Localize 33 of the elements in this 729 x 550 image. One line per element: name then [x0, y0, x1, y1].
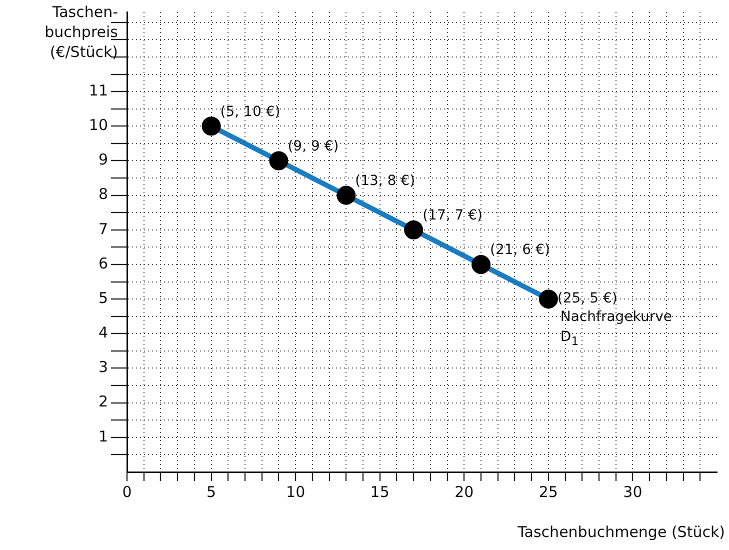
point — [472, 254, 490, 274]
point — [269, 151, 288, 170]
x-axis-title: Taschenbuchmenge (Stück) — [518, 523, 725, 541]
y-tick-label: 2 — [98, 392, 108, 411]
x-tick-label: 0 — [122, 482, 132, 501]
y-tick-label: 7 — [98, 220, 108, 238]
data-label: (5, 10 €) — [220, 104, 280, 120]
x-tick-label: 10 — [286, 482, 306, 501]
x-tick-label: 25 — [538, 482, 558, 501]
x-tick-label: 20 — [454, 482, 474, 501]
data-label: (25, 5 €) — [557, 290, 618, 307]
y-tick-label: 8 — [98, 185, 108, 204]
series-label: Nachfragekurve D$_{1}$ — [560, 308, 674, 350]
y-axis-title: Taschen- buchpreis (€/Stück) — [44, 2, 118, 62]
x-tick-label: 5 — [206, 482, 216, 501]
y-tick-label: 10 — [88, 116, 108, 134]
point — [538, 290, 558, 309]
y-tick-label: 5 — [98, 288, 108, 307]
y-tick-label: 6 — [98, 254, 108, 272]
x-tick-label: 15 — [370, 482, 390, 501]
y-tick-label: 9 — [98, 150, 108, 169]
y-tick-label: 1 — [98, 427, 108, 446]
point — [336, 186, 356, 205]
point — [202, 116, 221, 136]
point — [404, 220, 424, 240]
data-label: (21, 6 €) — [490, 242, 550, 258]
x-tick-label: 30 — [623, 482, 642, 501]
data-label: (13, 8 €) — [355, 172, 416, 189]
y-tick-label: 11 — [88, 81, 108, 100]
data-label: (17, 7 €) — [422, 208, 482, 224]
y-tick-label: 4 — [98, 324, 108, 342]
y-tick-label: 3 — [98, 358, 108, 376]
data-label: (9, 9 €) — [288, 138, 339, 154]
